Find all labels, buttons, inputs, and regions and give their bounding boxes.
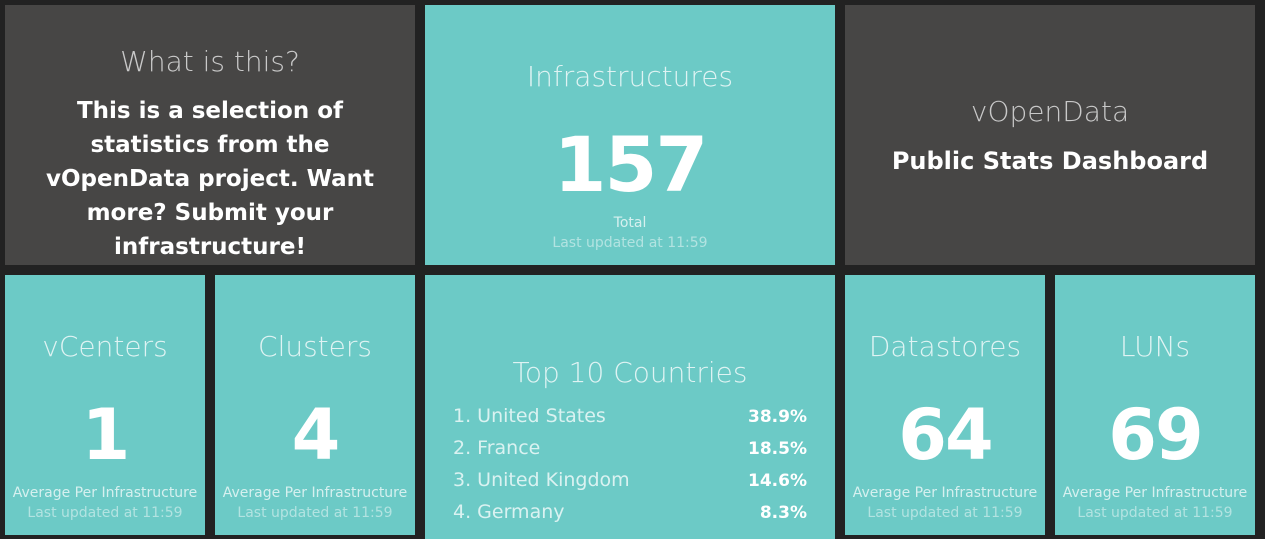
country-percentage: 14.6% bbox=[748, 471, 807, 491]
countries-tile: Top 10 Countries 1. United States 38.9% … bbox=[425, 275, 835, 539]
vcenters-more-info: Average Per Infrastructure bbox=[12, 485, 198, 501]
country-name: 3. United Kingdom bbox=[453, 469, 630, 491]
datastores-value: 64 bbox=[898, 394, 993, 476]
clusters-updated: Last updated at 11:59 bbox=[237, 505, 393, 521]
branding-tile: vOpenData Public Stats Dashboard bbox=[845, 5, 1255, 265]
datastores-more-info: Average Per Infrastructure bbox=[852, 485, 1038, 501]
info-text: This is a selection of statistics from t… bbox=[45, 98, 375, 260]
luns-title: LUNs bbox=[1119, 330, 1191, 363]
infrastructures-tile: Infrastructures 157 Total Last updated a… bbox=[425, 5, 835, 265]
datastores-updated: Last updated at 11:59 bbox=[867, 505, 1023, 521]
country-row: 3. United Kingdom 14.6% bbox=[453, 469, 807, 501]
country-name: 1. United States bbox=[453, 405, 606, 427]
country-name: 4. Germany bbox=[453, 501, 565, 523]
clusters-more-info: Average Per Infrastructure bbox=[222, 485, 408, 501]
country-row: 1. United States 38.9% bbox=[453, 405, 807, 437]
infrastructures-more-info: Total bbox=[613, 215, 647, 231]
country-percentage: 38.9% bbox=[748, 407, 807, 427]
info-tile: What is this? This is a selection of sta… bbox=[5, 5, 415, 265]
country-percentage: 18.5% bbox=[748, 439, 807, 459]
vcenters-updated: Last updated at 11:59 bbox=[27, 505, 183, 521]
country-row: 4. Germany 8.3% bbox=[453, 501, 807, 533]
luns-value: 69 bbox=[1108, 394, 1203, 476]
datastores-tile: Datastores 64 Average Per Infrastructure… bbox=[845, 275, 1045, 535]
country-name: 2. France bbox=[453, 437, 541, 459]
clusters-tile: Clusters 4 Average Per Infrastructure La… bbox=[215, 275, 415, 535]
luns-more-info: Average Per Infrastructure bbox=[1062, 485, 1248, 501]
countries-title: Top 10 Countries bbox=[512, 356, 748, 389]
luns-tile: LUNs 69 Average Per Infrastructure Last … bbox=[1055, 275, 1255, 535]
country-percentage: 8.3% bbox=[759, 503, 807, 523]
info-title: What is this? bbox=[120, 45, 300, 78]
luns-updated: Last updated at 11:59 bbox=[1077, 505, 1233, 521]
vcenters-value: 1 bbox=[81, 394, 131, 476]
countries-list: 1. United States 38.9% 2. France 18.5% 3… bbox=[453, 405, 807, 533]
datastores-title: Datastores bbox=[868, 330, 1022, 363]
vcenters-title: vCenters bbox=[42, 330, 168, 363]
country-row: 2. France 18.5% bbox=[453, 437, 807, 469]
clusters-title: Clusters bbox=[258, 330, 372, 363]
clusters-value: 4 bbox=[291, 394, 341, 476]
infrastructures-updated: Last updated at 11:59 bbox=[552, 235, 708, 251]
branding-title: vOpenData bbox=[970, 95, 1130, 128]
infrastructures-title: Infrastructures bbox=[526, 60, 734, 93]
vcenters-tile: vCenters 1 Average Per Infrastructure La… bbox=[5, 275, 205, 535]
infrastructures-value: 157 bbox=[553, 120, 709, 209]
branding-subtitle: Public Stats Dashboard bbox=[891, 147, 1209, 175]
